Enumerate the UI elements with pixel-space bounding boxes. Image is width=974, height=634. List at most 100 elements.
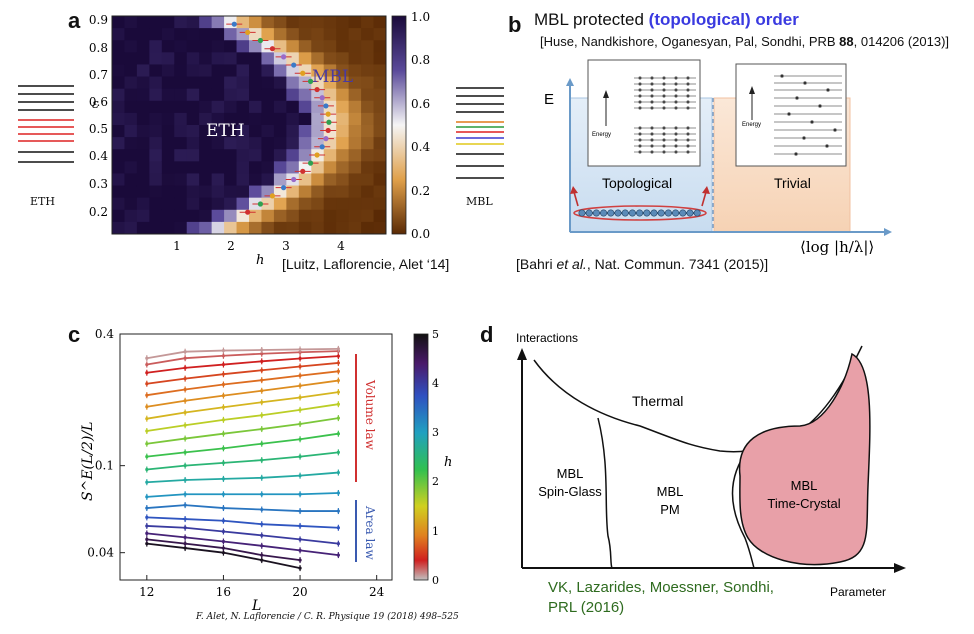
level-dot: [686, 106, 690, 110]
critical-point: [314, 152, 320, 158]
cbar-tick: 0.0: [411, 227, 430, 241]
heatmap-cell: [211, 16, 225, 29]
data-point: [183, 377, 187, 381]
x-tick-label: 20: [292, 585, 307, 599]
chain-site: [672, 209, 680, 217]
data-point: [336, 509, 340, 513]
heatmap-cell: [224, 88, 238, 102]
heatmap-cell: [323, 16, 337, 29]
heatmap-cell: [211, 100, 225, 114]
citation-b-volume: 88: [839, 34, 854, 49]
chart-plot-area: [119, 333, 393, 581]
heatmap-cell: [136, 40, 150, 53]
data-point: [183, 464, 187, 468]
level-dot: [674, 126, 678, 130]
heatmap-cell: [236, 88, 250, 102]
heatmap-cell: [348, 197, 362, 211]
y-tick: 0.2: [89, 205, 108, 219]
level-dot: [686, 100, 690, 104]
critical-point: [245, 29, 251, 35]
data-point: [145, 405, 149, 409]
heatmap-cell: [373, 173, 387, 187]
heatmap-cell: [199, 173, 213, 187]
heatmap-cell: [112, 112, 125, 126]
eth-region-label: ETH: [206, 121, 245, 141]
heatmap-cell: [361, 137, 375, 150]
heatmap-cell: [373, 88, 387, 102]
heatmap-cell: [199, 28, 213, 41]
data-point: [298, 524, 302, 528]
heatmap-cell: [348, 173, 362, 187]
heatmap-cell: [174, 209, 188, 223]
y-tick: 0.4: [89, 149, 108, 163]
heatmap-cell: [361, 112, 375, 126]
heatmap-cell: [373, 40, 387, 53]
phase-diagram: Interactions Parameter Thermal MBL Spin-…: [516, 331, 906, 599]
series-line: [146, 417, 339, 445]
heatmap-cell: [161, 76, 175, 90]
level-dot: [662, 94, 666, 98]
heatmap-cell: [186, 64, 200, 78]
heatmap-cell: [136, 52, 150, 65]
level-dot: [802, 136, 806, 140]
heatmap-cell: [211, 221, 225, 235]
edge-mode-loop: [573, 205, 707, 221]
heatmap-cell: [286, 28, 300, 41]
heatmap-cell: [149, 112, 163, 126]
data-point: [336, 470, 340, 475]
critical-point: [300, 168, 306, 174]
heatmap-cell: [224, 137, 238, 150]
series-line: [146, 355, 339, 374]
panel-letter-c: c: [68, 322, 81, 347]
data-point: [260, 359, 264, 363]
heatmap-cell: [149, 185, 163, 199]
data-point: [260, 427, 264, 431]
series-line: [146, 532, 339, 556]
heatmap-cell: [298, 185, 312, 199]
heatmap-cell: [373, 149, 387, 162]
chain-site: [679, 209, 687, 217]
panel-letter-d: d: [480, 322, 494, 347]
heatmap-cell: [174, 16, 188, 29]
heatmap-cell: [336, 221, 350, 235]
heatmap-cell: [136, 185, 150, 199]
data-point: [260, 442, 264, 446]
data-point: [336, 526, 340, 530]
data-point: [183, 423, 187, 427]
heatmap-cell: [224, 64, 238, 78]
heatmap-cell: [373, 221, 387, 235]
energy-label-trivial: Energy: [742, 122, 761, 128]
heatmap-cell: [348, 88, 362, 102]
heatmap-cell: [161, 221, 175, 235]
heatmap-cell: [161, 161, 175, 174]
data-point: [336, 432, 340, 436]
heatmap-panel-a: ETH MBL 0.9 0.8 0.7 0.6 0.5 0.4 0.3 0.2 …: [89, 10, 431, 268]
level-dot: [674, 100, 678, 104]
heatmap-cell: [311, 100, 325, 114]
heatmap-cell: [136, 76, 150, 90]
heatmap-cell: [124, 137, 138, 150]
heatmap-cell: [211, 173, 225, 187]
heatmap-cell: [249, 221, 262, 235]
level-dot: [650, 106, 654, 110]
heatmap-cell: [298, 76, 312, 90]
heatmap-cell: [211, 125, 225, 138]
heatmap-colorbar: [391, 15, 407, 235]
level-dot: [662, 144, 666, 148]
heatmap-cell: [136, 100, 150, 114]
heatmap-cell: [348, 137, 362, 150]
heatmap-cell: [211, 209, 225, 223]
level-dot: [818, 104, 822, 108]
heatmap-cell: [161, 125, 175, 138]
cbar-tick: 0.4: [411, 140, 430, 154]
heatmap-cell: [249, 40, 262, 53]
heatmap-cell: [186, 28, 200, 41]
heatmap-cell: [174, 40, 188, 53]
heatmap-cell: [298, 52, 312, 65]
heatmap-cell: [174, 185, 188, 199]
trivial-inset: [735, 63, 847, 167]
data-point: [183, 517, 187, 521]
heatmap-cell: [149, 173, 163, 187]
data-point: [260, 522, 264, 526]
heatmap-cell: [261, 16, 275, 29]
